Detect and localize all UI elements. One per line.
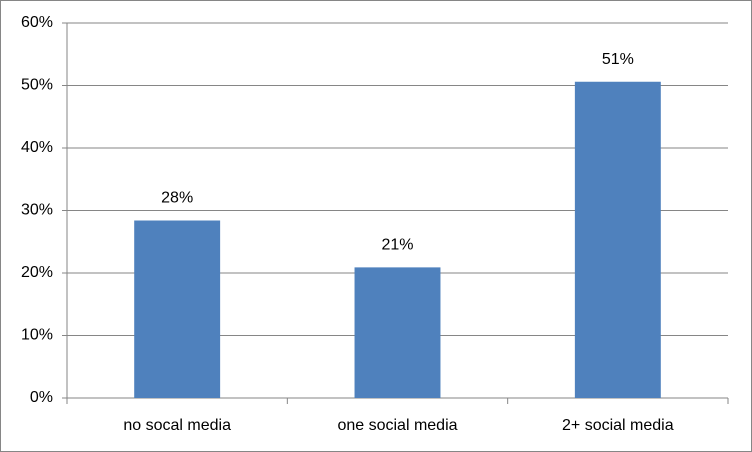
x-tick-label: no socal media xyxy=(123,417,231,434)
x-tick-label: one social media xyxy=(337,417,457,434)
y-tick-label: 30% xyxy=(21,202,53,219)
y-tick-label: 10% xyxy=(21,327,53,344)
y-tick-label: 60% xyxy=(21,14,53,31)
bar xyxy=(574,81,661,398)
data-label: 28% xyxy=(161,190,193,207)
y-tick-label: 50% xyxy=(21,77,53,94)
y-tick-label: 0% xyxy=(30,389,53,406)
y-tick-label: 40% xyxy=(21,139,53,156)
x-tick-label: 2+ social media xyxy=(562,417,674,434)
data-label: 51% xyxy=(602,51,634,68)
y-tick-label: 20% xyxy=(21,264,53,281)
data-label: 21% xyxy=(381,237,413,254)
bar xyxy=(134,220,221,398)
bar xyxy=(354,267,441,398)
